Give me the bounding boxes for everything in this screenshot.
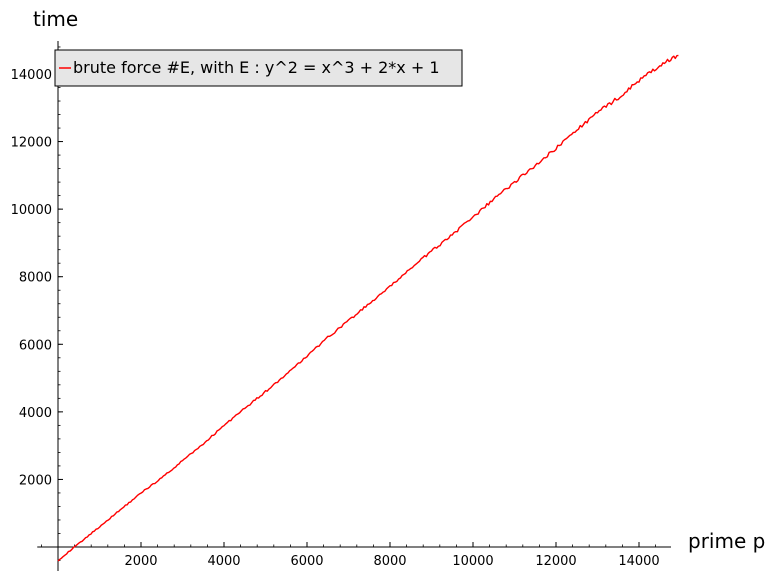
y-tick-label: 2000 [19, 473, 52, 488]
series-layer [57, 54, 679, 562]
legend-label: brute force #E, with E : y^2 = x^3 + 2*x… [73, 58, 440, 77]
y-tick-label: 6000 [19, 338, 52, 353]
y-tick-label: 14000 [11, 68, 52, 83]
y-tick-label: 8000 [19, 271, 52, 286]
series-line-0 [57, 54, 679, 562]
y-tick-label: 4000 [19, 406, 52, 421]
x-tick-label: 4000 [207, 554, 240, 569]
x-tick-label: 14000 [618, 554, 659, 569]
y-tick-label: 12000 [11, 136, 52, 151]
legend: brute force #E, with E : y^2 = x^3 + 2*x… [54, 49, 463, 87]
x-tick-label: 2000 [124, 554, 157, 569]
ticks: 2000 4000 6000 8000 10000 12000 14000 2000 4000 6… [11, 46, 660, 569]
x-tick-label: 6000 [290, 554, 323, 569]
x-tick-label: 10000 [452, 554, 493, 569]
y-tick-label: 10000 [11, 203, 52, 218]
y-axis-title: time [33, 7, 78, 31]
legend-box [54, 49, 463, 87]
x-tick-label: 12000 [535, 554, 576, 569]
x-axis-title: prime p [688, 529, 765, 553]
axes [37, 41, 671, 571]
x-tick-label: 8000 [373, 554, 406, 569]
